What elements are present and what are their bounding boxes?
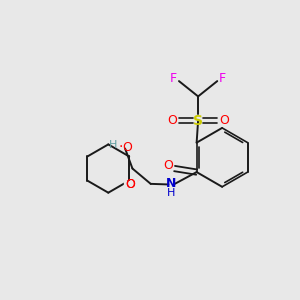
Text: O: O — [125, 178, 135, 191]
Bar — [124, 181, 134, 189]
Text: O: O — [219, 114, 229, 127]
Text: ·: · — [118, 140, 123, 154]
Text: H: H — [167, 188, 176, 198]
Text: O: O — [163, 159, 173, 172]
Text: F: F — [170, 72, 177, 85]
Text: S: S — [193, 114, 203, 128]
Text: H: H — [109, 140, 118, 150]
Text: O: O — [122, 141, 132, 154]
Text: O: O — [168, 114, 177, 127]
Text: N: N — [166, 177, 176, 190]
Text: F: F — [219, 72, 226, 85]
Text: O: O — [125, 178, 135, 191]
